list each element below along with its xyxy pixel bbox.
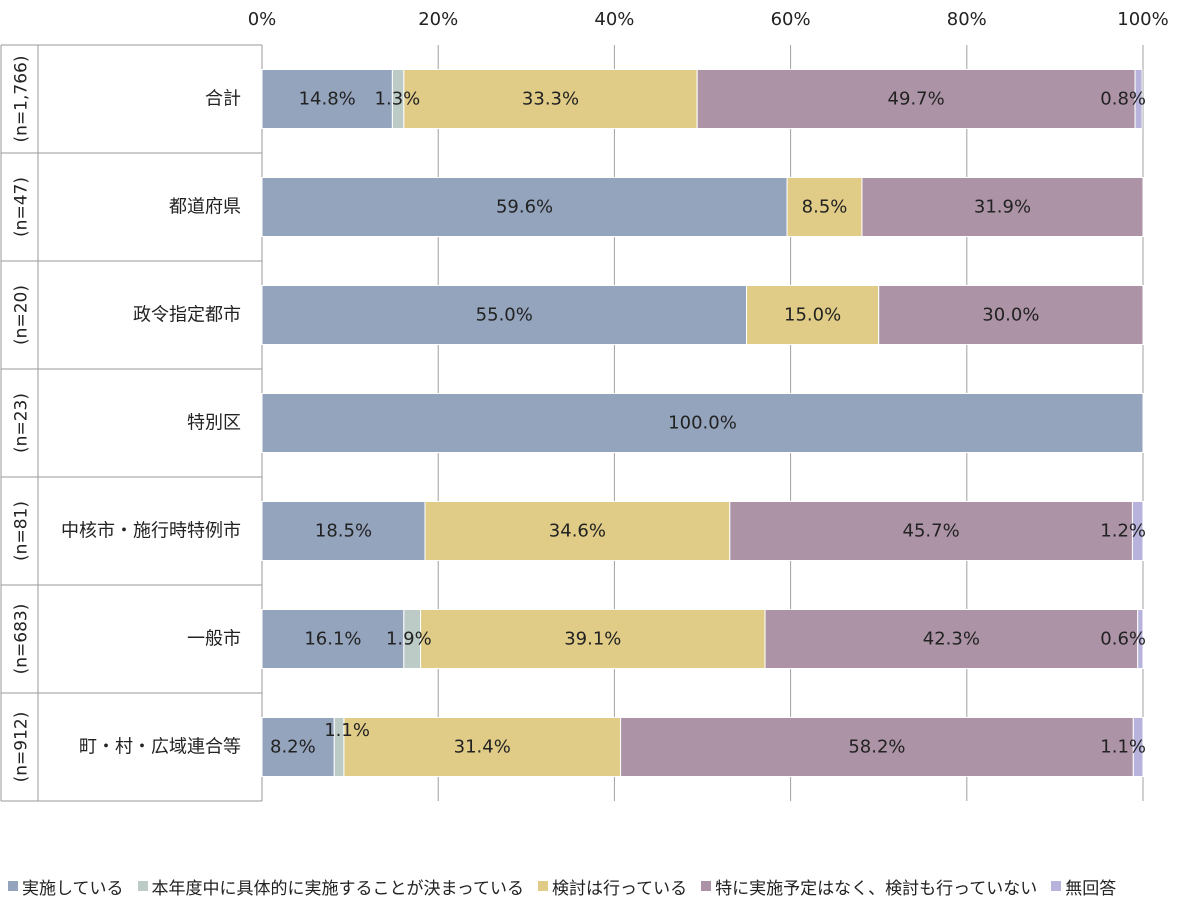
sample-size-label: (n=20) (12, 285, 32, 345)
x-tick-labels: 0% 20% 40% 60% 80% 100% (248, 9, 1169, 30)
bar-segment (696, 69, 1136, 129)
x-tick-label: 20% (418, 9, 458, 30)
data-label: 58.2% (848, 737, 905, 758)
data-label: 42.3% (923, 629, 980, 650)
data-label: 18.5% (315, 521, 372, 542)
data-label: 31.9% (974, 197, 1031, 218)
data-label: 0.6% (1100, 629, 1146, 650)
sample-size-label: (n=912) (12, 712, 32, 783)
sample-size-label: (n=23) (12, 393, 32, 453)
bar-segment (261, 393, 1144, 453)
legend-swatch (701, 881, 712, 891)
data-label: 15.0% (784, 305, 841, 326)
bar-segment (261, 69, 393, 129)
legend-label: 実施している (22, 878, 124, 899)
category-label: 政令指定都市 (133, 305, 241, 326)
x-tick-label: 0% (248, 9, 277, 30)
x-tick-label: 60% (771, 9, 811, 30)
data-label: 14.8% (299, 89, 356, 110)
data-label: 8.2% (270, 737, 316, 758)
data-label: 1.9% (386, 629, 432, 650)
bar-segment (403, 69, 698, 129)
legend-item: 本年度中に具体的に実施することが決まっている (137, 874, 524, 899)
data-label: 1.3% (375, 89, 421, 110)
sample-size-label: (n=683) (12, 604, 32, 675)
legend-label: 特に実施予定はなく、検討も行っていない (715, 878, 1038, 899)
legend-item: 実施している (8, 874, 124, 899)
legend-label: 検討は行っている (551, 878, 688, 899)
bar-segment (861, 177, 1144, 237)
x-tick-label: 80% (947, 9, 987, 30)
legend-swatch (137, 881, 148, 891)
bar-segment (878, 285, 1144, 345)
category-label: 都道府県 (169, 197, 241, 218)
x-tick-label: 100% (1117, 9, 1168, 30)
bar-segment (424, 501, 731, 561)
legend-item: 特に実施予定はなく、検討も行っていない (701, 874, 1037, 899)
stacked-bar-chart: 0% 20% 40% 60% 80% 100% (n=1,766) 合計 (n=47) 都道府県… (0, 9, 1169, 802)
sample-size-label: (n=81) (12, 501, 32, 561)
bar-segment (343, 717, 622, 777)
data-label: 31.4% (454, 737, 511, 758)
bar-segment (729, 501, 1133, 561)
bar-segment (1132, 717, 1144, 777)
category-label: 町・村・広域連合等 (79, 737, 241, 758)
data-label: 100.0% (668, 413, 737, 434)
data-label: 0.8% (1100, 89, 1146, 110)
data-label: 1.1% (1100, 737, 1146, 758)
legend-item: 無回答 (1051, 874, 1116, 899)
bar-segment (1131, 501, 1144, 561)
bar-segment (420, 609, 766, 669)
category-label: 合計 (205, 89, 241, 110)
category-label: 中核市・施行時特例市 (61, 521, 241, 542)
bar-segment (764, 609, 1139, 669)
data-label: 39.1% (564, 629, 621, 650)
data-label: 8.5% (802, 197, 848, 218)
bar-segment (786, 177, 863, 237)
data-label: 45.7% (903, 521, 960, 542)
category-label: 一般市 (187, 629, 241, 650)
legend-item: 検討は行っている (537, 874, 688, 899)
data-label: 1.1% (324, 720, 370, 741)
bar-segment (620, 717, 1134, 777)
data-label: 59.6% (496, 197, 553, 218)
data-label: 34.6% (549, 521, 606, 542)
bar-segment (261, 177, 788, 237)
bar-segment (261, 609, 405, 669)
bar-segment (261, 285, 748, 345)
bar-segment (1134, 69, 1143, 129)
data-label: 33.3% (522, 89, 579, 110)
sample-size-label: (n=1,766) (12, 56, 32, 143)
bar-segment (746, 285, 880, 345)
data-label: 30.0% (982, 305, 1039, 326)
legend-label: 本年度中に具体的に実施することが決まっている (151, 878, 524, 899)
legend-swatch (1051, 881, 1062, 891)
data-label: 16.1% (304, 629, 361, 650)
legend: 実施している 本年度中に具体的に実施することが決まっている 検討は行っている 特に実施… (8, 873, 1198, 899)
category-table: (n=1,766) 合計 (n=47) 都道府県 (n=20) 政令指定都市 (n=23) 特… (0, 44, 263, 802)
data-label: 49.7% (888, 89, 945, 110)
sample-size-label: (n=47) (12, 177, 32, 237)
data-label: 55.0% (476, 305, 533, 326)
x-tick-label: 40% (594, 9, 634, 30)
bars (261, 69, 1144, 777)
data-labels: 14.8% 1.3% 33.3% 49.7% 0.8% 59.6% 8.5% 31.9% 55.… (270, 89, 1146, 758)
category-label: 特別区 (187, 413, 241, 434)
legend-swatch (8, 881, 18, 891)
bar-segment (1137, 609, 1144, 669)
data-label: 1.2% (1100, 521, 1146, 542)
legend-label: 無回答 (1065, 878, 1117, 899)
legend-swatch (537, 881, 548, 891)
bar-segment (261, 501, 426, 561)
